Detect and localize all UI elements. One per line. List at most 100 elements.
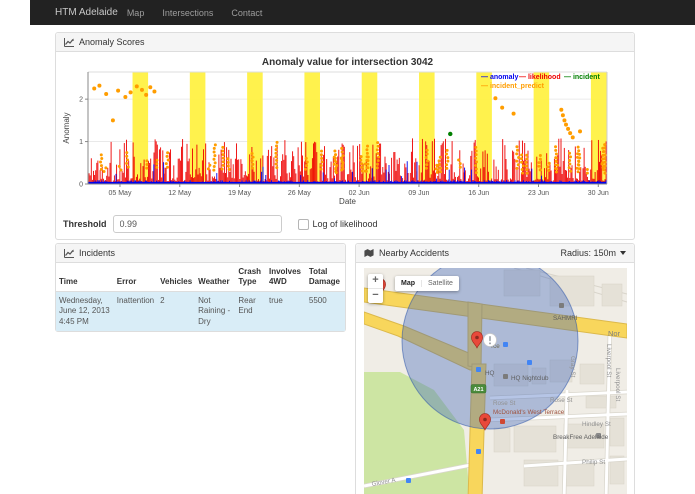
- threshold-input[interactable]: [112, 215, 282, 233]
- radius-circle-overlay: [401, 268, 579, 430]
- incident-predict-dot: [602, 167, 606, 171]
- map-label: Glover A: [371, 477, 397, 488]
- incident-predict-dot: [603, 164, 607, 168]
- incident-predict-dot: [335, 163, 339, 167]
- incident-predict-outlier: [563, 122, 568, 127]
- incident-predict-dot: [377, 155, 381, 159]
- incident-predict-dot: [275, 140, 279, 144]
- incident-predict-dot: [166, 151, 170, 155]
- legend-item: — incident: [564, 74, 600, 81]
- incident-predict-dot: [375, 148, 379, 152]
- incident-predict-dot: [359, 155, 363, 159]
- incident-predict-dot: [474, 145, 478, 149]
- map-marker-pin[interactable]: [479, 413, 491, 431]
- map-marker-pin[interactable]: [471, 331, 497, 349]
- incident-predict-outlier: [144, 92, 149, 97]
- x-tick-label: 02 Jun: [349, 190, 370, 197]
- incident-predict-dot: [99, 153, 103, 157]
- weekend-band: [476, 72, 492, 184]
- incident-predict-dot: [576, 170, 580, 174]
- x-tick-label: 09 Jun: [408, 190, 429, 197]
- anomaly-scores-panel: Anomaly Scores 0 1 2 05 May 12 May 19 May 26 M…: [55, 32, 635, 240]
- nav-link-contact[interactable]: Contact: [231, 7, 263, 18]
- log-likelihood-label: Log of likelihood: [312, 219, 378, 229]
- zoom-in-button[interactable]: +: [368, 274, 383, 289]
- incidents-header: Incidents: [56, 244, 345, 263]
- incident-predict-dot: [458, 162, 462, 166]
- incident-predict-dot: [221, 156, 225, 160]
- incident-predict-dot: [341, 161, 345, 165]
- incident-predict-dot: [602, 157, 606, 161]
- navbar-brand[interactable]: HTM Adelaide: [55, 7, 118, 18]
- incident-predict-dot: [320, 149, 324, 153]
- incident-predict-dot: [554, 159, 558, 163]
- incident-predict-dot: [366, 155, 370, 159]
- map-label: Rose St: [550, 397, 573, 404]
- incidents-panel-title: Incidents: [79, 248, 116, 258]
- sq-poi-icon: [559, 303, 564, 308]
- anomaly-scores-header: Anomaly Scores: [56, 33, 634, 52]
- incident-predict-dot: [376, 144, 380, 148]
- zoom-out-button[interactable]: −: [372, 289, 379, 301]
- incident-predict-dot: [515, 159, 519, 163]
- incident-predict-dot: [155, 165, 159, 169]
- incident-predict-dot: [515, 145, 519, 149]
- map-type-map-button[interactable]: Map: [401, 280, 415, 287]
- incident-predict-dot: [319, 153, 323, 157]
- incident-cell: 2: [157, 291, 196, 332]
- incident-cell: 5500: [305, 291, 345, 332]
- incident-predict-dot: [332, 162, 336, 166]
- map-type-control: Map Satellite: [395, 276, 459, 291]
- incident-predict-dot: [524, 164, 528, 168]
- incident-predict-dot: [474, 167, 478, 171]
- incident-predict-dot: [213, 161, 217, 165]
- chart-icon: [64, 248, 74, 258]
- svg-text:1: 1: [79, 139, 83, 146]
- map-canvas[interactable]: + − Map Satellite: [364, 268, 627, 494]
- incidents-col: Crash Type: [238, 267, 262, 286]
- nav-link-map[interactable]: Map: [126, 7, 145, 18]
- map-label: BreakFree Adelaide: [553, 434, 609, 441]
- x-tick-label: 26 May: [288, 190, 311, 197]
- incidents-col: Vehicles: [160, 277, 193, 286]
- transit-icon: [406, 478, 411, 483]
- radius-dropdown[interactable]: Radius: 150m: [560, 248, 626, 258]
- incident-predict-dot: [305, 160, 309, 164]
- incident-predict-dot: [221, 145, 225, 149]
- incident-predict-dot: [437, 159, 441, 163]
- map-label: Tce: [490, 343, 500, 350]
- incident-row[interactable]: Wednesday, June 12, 2013 4:45 PM Inattent…: [56, 291, 345, 332]
- incident-predict-outlier: [500, 105, 505, 110]
- incident-predict-dot: [221, 160, 225, 164]
- incident-predict-dot: [366, 144, 370, 148]
- incident-predict-dot: [537, 164, 541, 168]
- incident-predict-dot: [458, 165, 462, 169]
- x-tick-label: 12 May: [168, 190, 191, 197]
- log-likelihood-checkbox[interactable]: [297, 218, 309, 230]
- incident-predict-dot: [221, 149, 225, 153]
- map-label: Rose St: [493, 400, 516, 407]
- incidents-col: Time: [59, 277, 78, 286]
- incident-predict-outlier: [110, 118, 115, 123]
- incident-predict-dot: [275, 158, 279, 162]
- incident-predict-dot: [340, 157, 344, 161]
- incidents-col: Weather: [198, 277, 230, 286]
- incident-predict-dot: [319, 164, 323, 168]
- map-image[interactable]: SAHMRI Nor Tce HQ HQ Nightclub A21 Rose St Rose…: [364, 268, 627, 494]
- incident-predict-dot: [304, 167, 308, 171]
- threshold-label: Threshold: [63, 219, 107, 229]
- nav-link-intersections[interactable]: Intersections: [162, 7, 214, 18]
- legend-item: — incident_predict: [481, 83, 545, 90]
- anomaly-chart[interactable]: 0 1 2 05 May 12 May 19 May 26 May 02 Jun 09 Jun 1…: [61, 55, 627, 207]
- svg-text:0: 0: [79, 182, 83, 189]
- marker-info-bubble[interactable]: [483, 333, 497, 347]
- map-type-satellite-button[interactable]: Satellite: [421, 280, 459, 287]
- incident-predict-outlier: [92, 86, 97, 91]
- incident-predict-dot: [603, 143, 607, 147]
- incident-predict-dot: [425, 152, 429, 156]
- incident-predict-dot: [125, 154, 129, 158]
- map-label: Hindley St: [582, 421, 611, 428]
- incident-predict-dot: [525, 153, 529, 157]
- incident-predict-outlier: [139, 87, 144, 92]
- incident-predict-dot: [274, 148, 278, 152]
